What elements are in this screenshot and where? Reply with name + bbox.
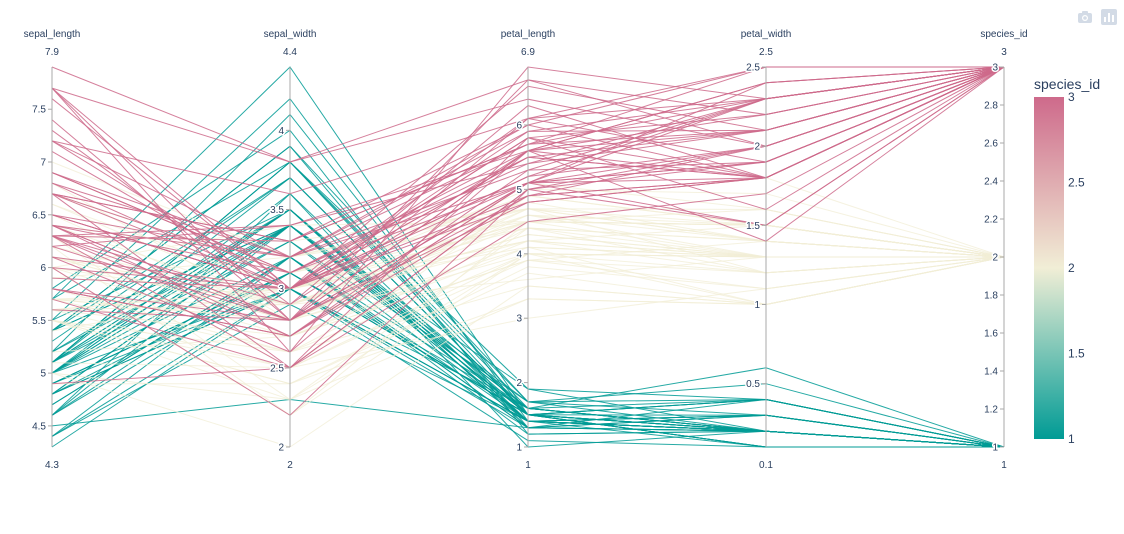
range-min-label: 1 (1001, 460, 1007, 471)
range-min-label: 2 (287, 460, 293, 471)
plotly-logo-icon[interactable] (1100, 8, 1118, 26)
tick-label: 6 (516, 120, 522, 131)
range-max-label: 7.9 (45, 47, 59, 58)
tick-label: 6 (40, 263, 46, 274)
range-min-label: 1 (525, 460, 531, 471)
tick-label: 0.5 (746, 379, 760, 390)
tick-label: 5 (40, 369, 46, 380)
range-min-label: 4.3 (45, 460, 59, 471)
tick-label: 2.4 (984, 177, 998, 188)
axis-sepal_width[interactable]: 2 2.5 3 3.5 4 sepal_width 4.4 2 (264, 29, 317, 471)
tick-label: 2.8 (984, 101, 998, 112)
colorbar-tick-label: 1.5 (1068, 347, 1085, 361)
colorbar-tick-label: 3 (1068, 90, 1075, 104)
axis-title[interactable]: petal_width (741, 29, 792, 40)
tick-label: 2.5 (270, 363, 284, 374)
camera-icon[interactable] (1076, 8, 1094, 26)
tick-label: 1.5 (746, 221, 760, 232)
tick-label: 4 (516, 249, 522, 260)
tick-label: 2.5 (746, 63, 760, 74)
tick-label: 5 (516, 185, 522, 196)
tick-label: 1.2 (984, 405, 998, 416)
range-min-label: 0.1 (759, 460, 773, 471)
tick-label: 2.2 (984, 215, 998, 226)
tick-label: 1 (992, 443, 998, 454)
tick-label: 4.5 (32, 421, 46, 432)
colorbar-tick-label: 2 (1068, 261, 1075, 275)
tick-label: 1.4 (984, 367, 998, 378)
tick-label: 2 (278, 443, 284, 454)
tick-label: 6.5 (32, 210, 46, 221)
tick-label: 1 (516, 443, 522, 454)
tick-label: 1.6 (984, 329, 998, 340)
tick-label: 4 (278, 126, 284, 137)
tick-label: 3 (278, 284, 284, 295)
modebar (1076, 8, 1118, 26)
tick-label: 2 (992, 253, 998, 264)
colorbar-gradient (1034, 97, 1064, 439)
tick-label: 2 (754, 142, 760, 153)
colorbar-title: species_id (1034, 76, 1100, 92)
tick-label: 3.5 (270, 205, 284, 216)
colorbar-tick-label: 2.5 (1068, 176, 1085, 190)
axis-title[interactable]: species_id (980, 29, 1027, 40)
tick-label: 1 (754, 300, 760, 311)
range-max-label: 4.4 (283, 47, 297, 58)
axis-petal_width[interactable]: 0.5 1 1.5 2 2.5 petal_width 2.5 0.1 (741, 29, 792, 471)
colorbar: species_id 1 1.5 2 2.5 3 (1034, 76, 1100, 446)
range-max-label: 3 (1001, 47, 1007, 58)
axis-title[interactable]: petal_length (501, 29, 556, 40)
tick-label: 3 (516, 314, 522, 325)
axis-petal_length[interactable]: 1 2 3 4 5 6 petal_length 6.9 1 (501, 29, 556, 471)
colorbar-tick-label: 1 (1068, 432, 1075, 446)
axis-title[interactable]: sepal_length (24, 29, 81, 40)
tick-label: 7 (40, 158, 46, 169)
tick-label: 7.5 (32, 105, 46, 116)
range-max-label: 2.5 (759, 47, 773, 58)
axis-title[interactable]: sepal_width (264, 29, 317, 40)
range-max-label: 6.9 (521, 47, 535, 58)
axis-species_id[interactable]: 1 1.2 1.4 1.6 1.8 2 2.2 2.4 2.6 2.8 3 species_id 3 1 (980, 29, 1027, 471)
tick-label: 2.6 (984, 139, 998, 150)
tick-label: 2 (516, 378, 522, 389)
axis-sepal_length[interactable]: 4.5 5 5.5 6 6.5 7 7.5 sepal_length 7.9 4.3 (24, 29, 81, 471)
tick-label: 3 (992, 63, 998, 74)
tick-label: 1.8 (984, 291, 998, 302)
tick-label: 5.5 (32, 316, 46, 327)
